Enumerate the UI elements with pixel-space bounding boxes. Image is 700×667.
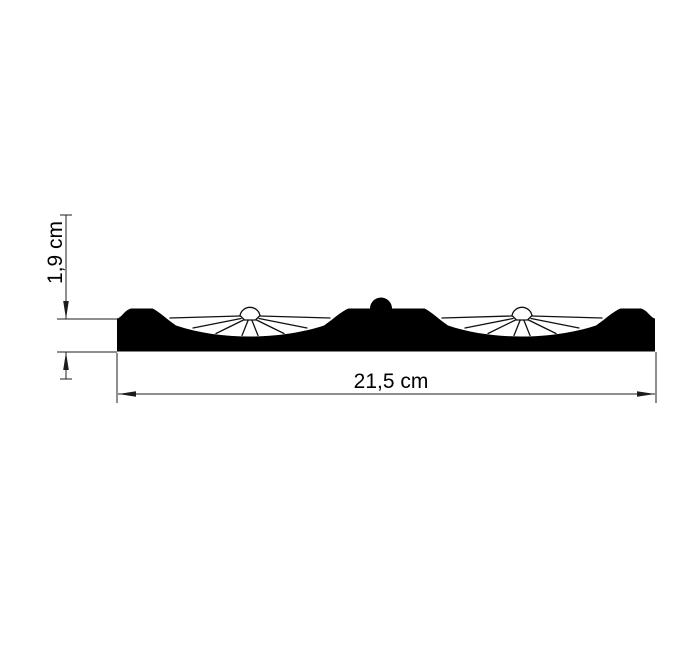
sunburst-fan-right xyxy=(441,306,603,337)
arrow-down-icon xyxy=(63,301,69,319)
arrow-left-icon xyxy=(118,391,136,397)
molding-outline xyxy=(117,297,655,352)
fan-hub-arc xyxy=(511,306,533,321)
fan-rays xyxy=(441,315,603,337)
height-dimension: 1,9 cm xyxy=(44,214,117,380)
width-dimension: 21,5 cm xyxy=(116,352,657,403)
sunburst-fan-left xyxy=(169,306,331,337)
fan-rays xyxy=(169,315,331,337)
arrow-right-icon xyxy=(637,391,655,397)
fan-hub-arc xyxy=(239,306,261,321)
height-dimension-label: 1,9 cm xyxy=(44,221,67,284)
molding-silhouette xyxy=(117,297,655,352)
width-dimension-label: 21,5 cm xyxy=(354,370,429,393)
arrow-up-icon xyxy=(63,352,69,370)
